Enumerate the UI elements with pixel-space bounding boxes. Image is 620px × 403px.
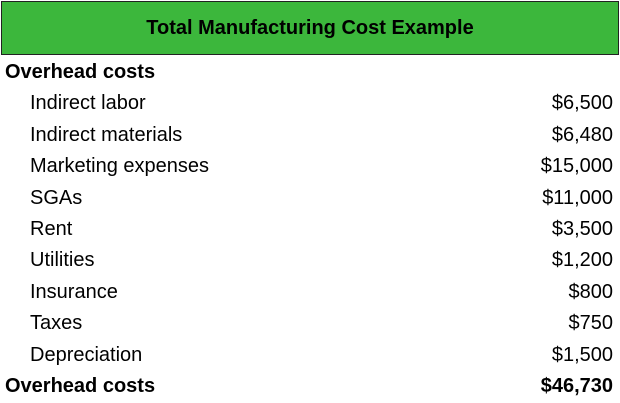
- cost-row: SGAs $11,000: [0, 183, 620, 214]
- cost-row: Depreciation $1,500: [0, 340, 620, 371]
- section-label: Overhead costs: [5, 61, 156, 83]
- cost-label: Indirect materials: [30, 123, 183, 146]
- cost-amount: $6,480: [551, 123, 613, 146]
- cost-amount: $750: [568, 312, 614, 335]
- cost-amount: $15,000: [540, 155, 613, 178]
- cost-amount: $3,500: [551, 218, 613, 240]
- cost-amount: $1,200: [551, 249, 613, 272]
- total-label: Overhead costs: [5, 375, 156, 397]
- title-bar: Total Manufacturing Cost Example: [1, 1, 619, 55]
- cost-row: Indirect materials $6,480: [0, 120, 620, 151]
- cost-label: Depreciation: [30, 343, 143, 366]
- total-row: Overhead costs $46,730: [0, 371, 620, 402]
- cost-row: Utilities $1,200: [0, 245, 620, 276]
- cost-amount: $1,500: [551, 343, 613, 366]
- cost-label: Marketing expenses: [30, 155, 209, 178]
- cost-amount: $800: [568, 280, 614, 303]
- cost-label: Taxes: [30, 312, 83, 335]
- cost-label: Insurance: [30, 280, 118, 303]
- cost-row: Taxes $750: [0, 308, 620, 339]
- cost-row: Marketing expenses $15,000: [0, 151, 620, 182]
- title: Total Manufacturing Cost Example: [146, 16, 474, 39]
- cost-row: Insurance $800: [0, 277, 620, 308]
- cost-label: Indirect labor: [30, 92, 146, 115]
- total-amount: $46,730: [540, 375, 613, 397]
- cost-row: Indirect labor $6,500: [0, 88, 620, 119]
- cost-amount: $6,500: [551, 92, 613, 115]
- cost-label: Rent: [30, 218, 73, 240]
- cost-row: Rent $3,500: [0, 214, 620, 245]
- section-row: Overhead costs: [0, 57, 620, 88]
- cost-label: Utilities: [30, 249, 95, 272]
- cost-label: SGAs: [30, 186, 83, 209]
- cost-amount: $11,000: [542, 186, 613, 209]
